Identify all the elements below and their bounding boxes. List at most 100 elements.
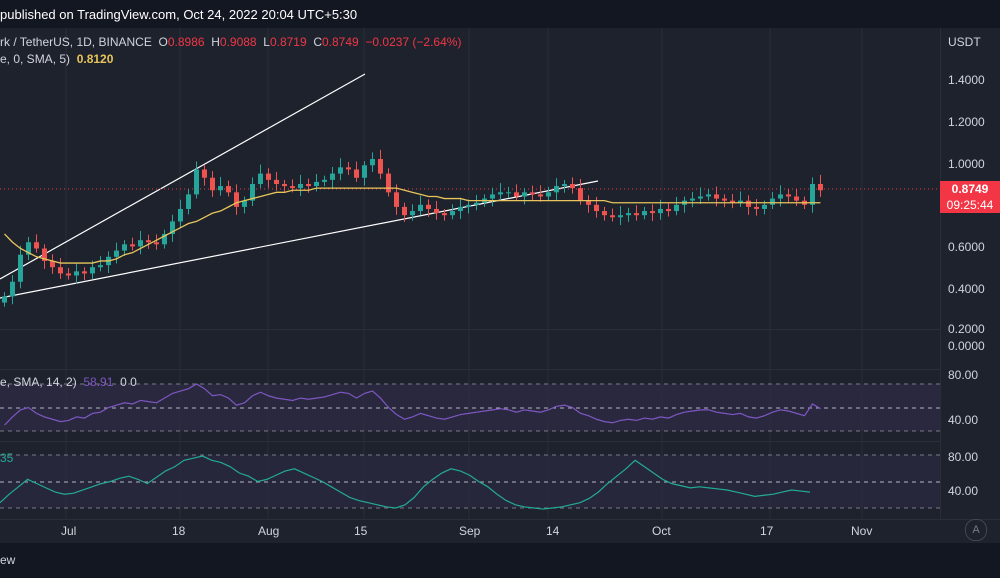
candle-body bbox=[178, 208, 183, 222]
candle-body bbox=[258, 173, 263, 184]
candle-body bbox=[578, 188, 583, 201]
open-value: 0.8986 bbox=[167, 35, 205, 49]
candle-body bbox=[290, 186, 295, 189]
candle-body bbox=[130, 244, 135, 247]
stoch-line bbox=[0, 455, 811, 510]
candle-body bbox=[226, 186, 231, 193]
candle-body bbox=[730, 200, 735, 203]
stoch-tick-low: 40.00 bbox=[948, 484, 979, 498]
candle-body bbox=[282, 184, 287, 187]
candle-body bbox=[818, 184, 823, 191]
close-label: C bbox=[313, 35, 322, 49]
candle-body bbox=[66, 273, 71, 276]
candle-body bbox=[746, 200, 751, 207]
candle-body bbox=[546, 192, 551, 197]
candle-body bbox=[42, 248, 47, 261]
sma-value: 0.8120 bbox=[76, 52, 114, 66]
candle-body bbox=[738, 200, 743, 203]
currency-label: USDT bbox=[948, 35, 981, 49]
candle-body bbox=[146, 240, 151, 243]
change-value: −0.0237 (−2.64%) bbox=[365, 35, 462, 49]
auto-scale-button[interactable]: A bbox=[965, 519, 987, 541]
candle-body bbox=[314, 181, 319, 187]
sma-line bbox=[4, 187, 821, 264]
candle-body bbox=[274, 179, 279, 184]
candle-body bbox=[170, 221, 175, 234]
candle-body bbox=[98, 265, 103, 268]
candle-body bbox=[346, 167, 351, 170]
candle-body bbox=[386, 173, 391, 193]
candle-body bbox=[562, 184, 567, 187]
bar-countdown: 09:25:44 bbox=[940, 197, 1000, 213]
candle-body bbox=[722, 198, 727, 201]
top-bar: published on TradingView.com, Oct 24, 20… bbox=[0, 0, 1000, 29]
candle-body bbox=[490, 194, 495, 199]
footer-text: ew bbox=[0, 553, 16, 567]
candle-body bbox=[418, 204, 423, 212]
sma-legend: e, 0, SMA, 5) 0.8120 bbox=[0, 52, 113, 66]
candle-body bbox=[90, 267, 95, 274]
price-pane bbox=[0, 28, 940, 329]
candle-body bbox=[650, 211, 655, 214]
rsi-value: 58.91 bbox=[83, 375, 114, 389]
price-axis[interactable] bbox=[940, 28, 1000, 519]
pane-separator[interactable] bbox=[0, 441, 1000, 442]
candle-body bbox=[770, 198, 775, 205]
pane-separator[interactable] bbox=[0, 369, 1000, 370]
time-axis[interactable] bbox=[0, 519, 1000, 544]
candle-body bbox=[338, 167, 343, 174]
rsi-extra: 0 0 bbox=[120, 375, 137, 389]
candle-body bbox=[714, 194, 719, 199]
candle-body bbox=[162, 233, 167, 245]
price-tick: 0.4000 bbox=[948, 282, 985, 296]
chart-area[interactable] bbox=[0, 28, 940, 519]
price-tick: 1.4000 bbox=[948, 73, 985, 87]
candle-body bbox=[234, 192, 239, 207]
candle-body bbox=[114, 250, 119, 257]
pane-separator[interactable] bbox=[0, 329, 1000, 330]
symbol-label[interactable]: rk / TetherUS, 1D, BINANCE bbox=[0, 35, 152, 49]
candle-body bbox=[426, 204, 431, 209]
candle-body bbox=[58, 267, 63, 274]
rsi-line bbox=[4, 383, 821, 426]
last-price-badge: 0.8749 bbox=[940, 181, 1000, 197]
candle-body bbox=[18, 254, 23, 282]
candle-body bbox=[10, 281, 15, 297]
candle-body bbox=[810, 184, 815, 205]
sma-label[interactable]: e, 0, SMA, 5) bbox=[0, 52, 71, 66]
volume-pane bbox=[0, 329, 940, 369]
candle-body bbox=[466, 204, 471, 207]
candle-body bbox=[634, 213, 639, 216]
candles-group bbox=[2, 149, 823, 307]
low-value: 0.8719 bbox=[269, 35, 307, 49]
time-label: 15 bbox=[354, 524, 368, 538]
candle-body bbox=[514, 192, 519, 197]
candle-body bbox=[530, 192, 535, 195]
candle-body bbox=[322, 179, 327, 182]
candle-body bbox=[154, 242, 159, 245]
candle-body bbox=[370, 159, 375, 166]
rsi-band bbox=[0, 384, 940, 431]
candle-body bbox=[570, 184, 575, 189]
trendline-upper[interactable] bbox=[0, 73, 366, 280]
candle-body bbox=[210, 177, 215, 191]
close-value: 0.8749 bbox=[322, 35, 359, 49]
rsi-label[interactable]: e, SMA, 14, 2) bbox=[0, 375, 77, 389]
chart-canvas[interactable] bbox=[0, 28, 940, 519]
candle-body bbox=[402, 206, 407, 216]
rsi-legend: e, SMA, 14, 2) 58.91 0 0 bbox=[0, 375, 137, 389]
candle-body bbox=[218, 186, 223, 191]
candle-body bbox=[778, 194, 783, 199]
stoch-band bbox=[0, 455, 940, 508]
ohlc-legend: rk / TetherUS, 1D, BINANCE O0.8986 H0.90… bbox=[0, 35, 461, 49]
rsi-tick-high: 80.00 bbox=[948, 368, 979, 382]
candle-body bbox=[674, 204, 679, 212]
time-label: Sep bbox=[459, 524, 481, 538]
price-tick: 0.6000 bbox=[948, 240, 985, 254]
candle-body bbox=[754, 206, 759, 209]
candle-body bbox=[434, 208, 439, 214]
candle-body bbox=[458, 206, 463, 212]
candle-body bbox=[506, 192, 511, 194]
candle-body bbox=[138, 240, 143, 247]
